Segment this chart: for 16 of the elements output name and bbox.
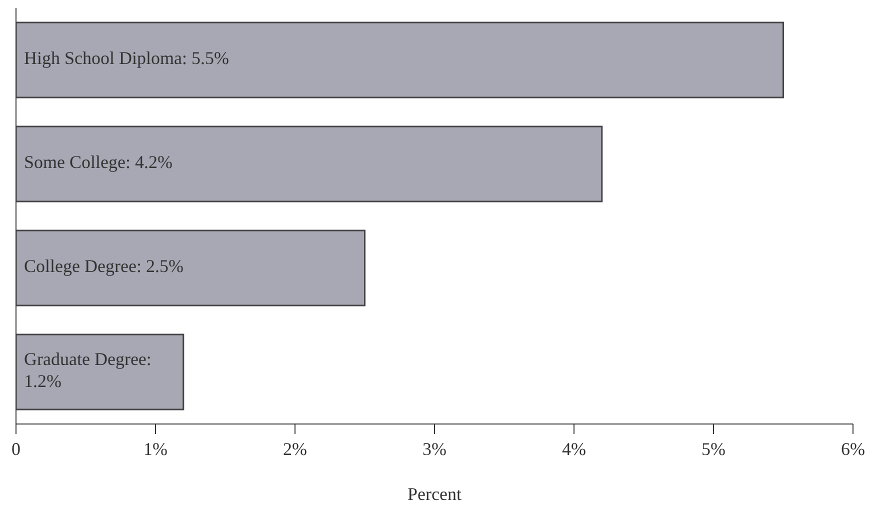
x-tick-label: 3%	[422, 438, 446, 459]
x-tick-label: 4%	[562, 438, 586, 459]
data-label: Graduate Degree: 1.2%	[24, 349, 152, 392]
data-label: High School Diploma: 5.5%	[24, 48, 229, 68]
data-label: College Degree: 2.5%	[24, 256, 184, 276]
bar	[16, 22, 784, 98]
x-tick-label: 0	[12, 438, 20, 459]
bar	[16, 334, 184, 410]
x-tick-label: 6%	[841, 438, 865, 459]
data-label: Some College: 4.2%	[24, 152, 172, 172]
x-tick-label: 2%	[283, 438, 307, 459]
bar	[16, 230, 366, 306]
x-tick-label: 5%	[702, 438, 726, 459]
x-tick-label: 1%	[144, 438, 168, 459]
x-axis-title: Percent	[408, 484, 462, 504]
bar	[16, 126, 603, 202]
